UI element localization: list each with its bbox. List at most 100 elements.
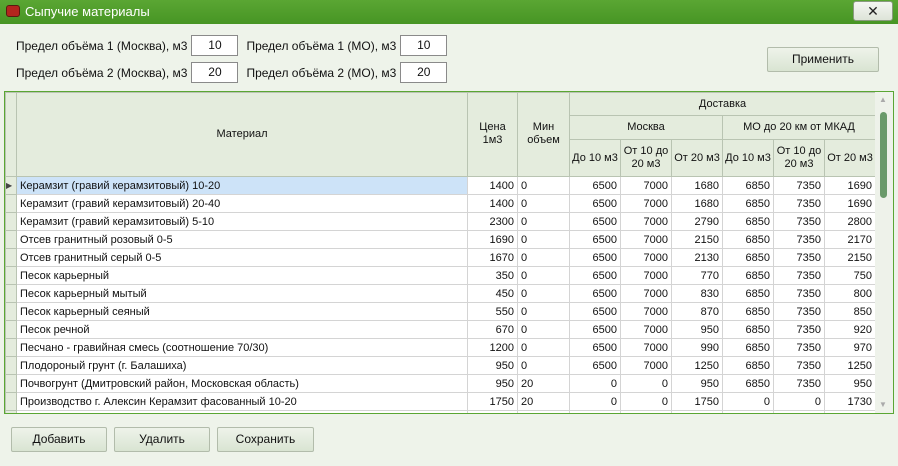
cell-value[interactable]: 1730 [824, 392, 876, 411]
col-header-delivery-0[interactable]: До 10 м3 [569, 139, 621, 177]
cell-value[interactable]: 7350 [773, 302, 825, 321]
cell-value[interactable]: 7350 [773, 212, 825, 231]
cell-value[interactable]: 20 [517, 392, 570, 411]
cell-value[interactable]: 0 [517, 212, 570, 231]
cell-value[interactable]: 0 [517, 302, 570, 321]
row-indicator[interactable] [5, 230, 17, 249]
cell-value[interactable]: 7350 [773, 194, 825, 213]
cell-material[interactable]: Керамзит (гравий керамзитовый) 10-20 [16, 176, 468, 195]
row-indicator[interactable] [5, 302, 17, 321]
cell-value[interactable]: 6850 [722, 176, 774, 195]
cell-value[interactable]: 6850 [722, 320, 774, 339]
cell-material[interactable]: Песок карьерный мытый [16, 284, 468, 303]
col-header-delivery-1[interactable]: От 10 до 20 м3 [620, 139, 672, 177]
col-header-min[interactable]: Мин объем [517, 92, 570, 177]
cell-value[interactable]: 6500 [569, 338, 621, 357]
row-indicator[interactable] [5, 374, 17, 393]
cell-material[interactable]: Песок карьерный сеяный [16, 302, 468, 321]
cell-value[interactable]: 6500 [569, 176, 621, 195]
cell-value[interactable]: 7000 [620, 248, 672, 267]
cell-value[interactable]: 2300 [467, 212, 518, 231]
cell-value[interactable]: 7000 [620, 212, 672, 231]
cell-value[interactable]: 1750 [671, 392, 723, 411]
table-row[interactable]: Песок карьерный сеяный 550 0 6500 7000 870 685… [5, 302, 876, 321]
cell-value[interactable]: 7350 [773, 356, 825, 375]
cell-value[interactable]: 0 [517, 230, 570, 249]
cell-value[interactable]: 0 [517, 176, 570, 195]
cell-value[interactable]: 450 [467, 284, 518, 303]
cell-value[interactable]: 1670 [467, 248, 518, 267]
row-indicator[interactable] [5, 356, 17, 375]
cell-value[interactable]: 6500 [569, 302, 621, 321]
vertical-scrollbar[interactable]: ▲ ▼ [875, 92, 893, 413]
cell-value[interactable]: 0 [569, 374, 621, 393]
row-indicator[interactable] [5, 338, 17, 357]
cell-value[interactable]: 6500 [569, 212, 621, 231]
table-row[interactable]: ▶ Керамзит (гравий керамзитовый) 10-20 140… [5, 176, 876, 195]
cell-value[interactable]: 0 [620, 392, 672, 411]
cell-value[interactable]: 6850 [722, 248, 774, 267]
cell-value[interactable]: 750 [824, 266, 876, 285]
table-row[interactable]: Почвогрунт (Дмитровский район, Московска… [5, 374, 876, 393]
cell-value[interactable]: 1750 [467, 392, 518, 411]
col-header-delivery-2[interactable]: От 20 м3 [671, 139, 723, 177]
cell-value[interactable]: 950 [824, 374, 876, 393]
cell-value[interactable]: 7000 [620, 356, 672, 375]
cell-value[interactable]: 7350 [773, 176, 825, 195]
table-row[interactable]: Песок карьерный 350 0 6500 7000 770 6850 7350 75… [5, 266, 876, 285]
cell-value[interactable]: 0 [517, 248, 570, 267]
cell-value[interactable]: 2790 [671, 212, 723, 231]
limit-1-mo-input[interactable]: 10 [400, 35, 448, 56]
table-row[interactable]: Керамзит (гравий керамзитовый) 5-10 2300 0… [5, 212, 876, 231]
cell-value[interactable]: 6850 [722, 356, 774, 375]
cell-value[interactable]: 6500 [569, 284, 621, 303]
cell-value[interactable]: 990 [671, 338, 723, 357]
cell-value[interactable]: 970 [824, 338, 876, 357]
cell-value[interactable]: 7350 [773, 248, 825, 267]
table-row[interactable]: Песок речной 670 0 6500 7000 950 6850 7350 920 [5, 320, 876, 339]
cell-value[interactable]: 6850 [722, 284, 774, 303]
cell-value[interactable]: 6850 [722, 194, 774, 213]
cell-value[interactable]: 670 [467, 320, 518, 339]
cell-material[interactable]: Плодороный грунт (г. Балашиха) [16, 356, 468, 375]
cell-value[interactable]: 0 [569, 392, 621, 411]
table-row[interactable]: Песчано - гравийная смесь (соотношение 7… [5, 338, 876, 357]
row-indicator[interactable] [5, 266, 17, 285]
cell-value[interactable]: 1680 [671, 194, 723, 213]
cell-value[interactable]: 1400 [467, 176, 518, 195]
cell-material[interactable]: Отсев гранитный серый 0-5 [16, 248, 468, 267]
cell-value[interactable]: 7000 [620, 230, 672, 249]
cell-value[interactable]: 6850 [722, 266, 774, 285]
col-header-delivery-3[interactable]: До 10 м3 [722, 139, 774, 177]
cell-value[interactable]: 1250 [671, 356, 723, 375]
close-button[interactable]: ✕ [853, 1, 893, 21]
cell-material[interactable]: Производство г. Алексин Керамзит фасован… [16, 392, 468, 411]
cell-material[interactable]: Песок речной [16, 320, 468, 339]
cell-value[interactable]: 7000 [620, 320, 672, 339]
cell-value[interactable]: 0 [517, 284, 570, 303]
col-header-delivery-4[interactable]: От 10 до 20 м3 [773, 139, 825, 177]
save-button[interactable]: Сохранить [217, 427, 314, 452]
cell-value[interactable]: 7350 [773, 338, 825, 357]
cell-material[interactable]: Почвогрунт (Дмитровский район, Московска… [16, 374, 468, 393]
cell-value[interactable]: 2130 [671, 248, 723, 267]
cell-value[interactable]: 770 [671, 266, 723, 285]
table-row[interactable]: Отсев гранитный розовый 0-5 1690 0 6500 7000… [5, 230, 876, 249]
cell-value[interactable]: 7000 [620, 266, 672, 285]
cell-value[interactable]: 6850 [722, 230, 774, 249]
cell-material[interactable]: Отсев гранитный розовый 0-5 [16, 230, 468, 249]
cell-value[interactable]: 950 [467, 356, 518, 375]
cell-value[interactable]: 6500 [569, 194, 621, 213]
cell-value[interactable]: 2150 [671, 230, 723, 249]
cell-value[interactable]: 6500 [569, 248, 621, 267]
cell-value[interactable]: 6850 [722, 338, 774, 357]
cell-value[interactable]: 950 [671, 320, 723, 339]
cell-value[interactable]: 1690 [467, 230, 518, 249]
add-button[interactable]: Добавить [11, 427, 107, 452]
materials-grid[interactable]: Материал Цена 1м3 Мин объем Доставка Мос… [4, 91, 894, 414]
cell-value[interactable]: 1690 [824, 194, 876, 213]
cell-value[interactable]: 2170 [824, 230, 876, 249]
delete-button[interactable]: Удалить [114, 427, 210, 452]
cell-value[interactable]: 1200 [467, 338, 518, 357]
cell-value[interactable]: 350 [467, 266, 518, 285]
